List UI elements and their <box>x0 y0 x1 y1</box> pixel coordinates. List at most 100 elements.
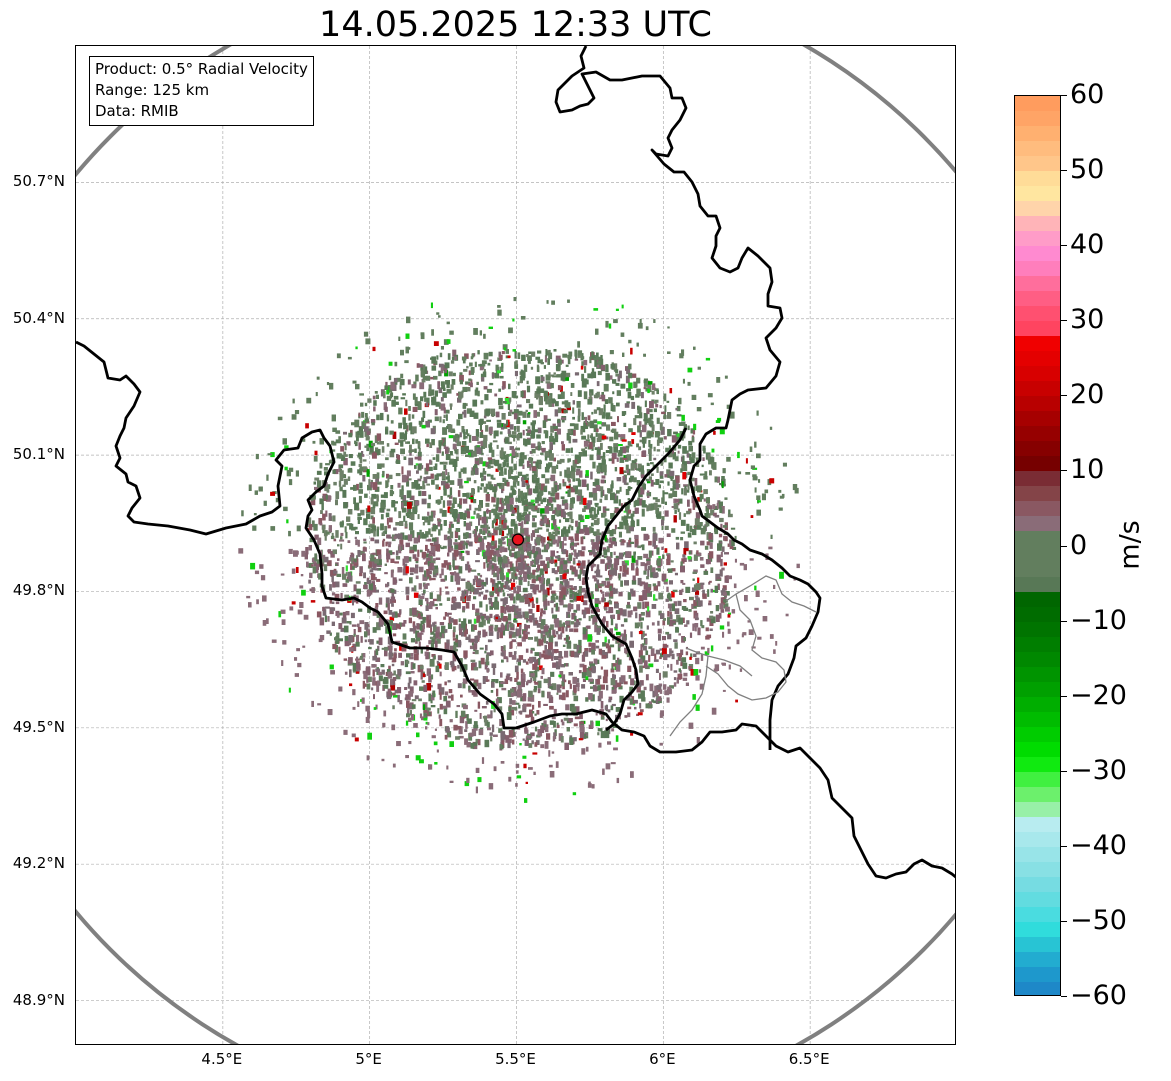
echo-pixel <box>404 430 408 435</box>
echo-pixel <box>262 620 267 626</box>
echo-pixel <box>569 587 573 594</box>
echo-pixel <box>393 395 399 400</box>
echo-pixel <box>543 636 547 644</box>
echo-pixel <box>576 596 582 601</box>
echo-pixel <box>675 407 678 411</box>
echo-pixel <box>676 653 681 657</box>
echo-pixel <box>604 705 608 711</box>
echo-pixel <box>648 453 652 461</box>
echo-pixel <box>392 694 398 698</box>
echo-pixel <box>375 657 381 662</box>
echo-pixel <box>645 638 648 645</box>
echo-pixel <box>621 637 627 643</box>
echo-pixel <box>444 365 447 374</box>
echo-pixel <box>575 552 580 557</box>
echo-pixel <box>730 539 735 547</box>
echo-pixel <box>462 411 467 415</box>
echo-pixel <box>349 647 354 652</box>
echo-pixel <box>573 628 579 633</box>
echo-pixel <box>407 534 413 542</box>
echo-pixel <box>637 545 642 549</box>
echo-pixel <box>556 374 561 378</box>
echo-pixel <box>447 680 451 683</box>
echo-pixel <box>655 498 660 503</box>
echo-pixel <box>508 397 512 402</box>
echo-pixel <box>501 628 506 636</box>
echo-pixel <box>479 487 483 490</box>
echo-pixel <box>520 550 524 555</box>
echo-pixel <box>468 634 471 643</box>
echo-pixel <box>670 560 674 563</box>
echo-pixel <box>533 689 537 693</box>
echo-pixel <box>575 353 578 359</box>
echo-pixel <box>327 495 332 500</box>
echo-pixel <box>601 479 604 484</box>
echo-pixel <box>548 352 553 360</box>
echo-pixel <box>726 404 731 409</box>
echo-pixel <box>643 563 648 566</box>
echo-pixel <box>724 497 728 500</box>
echo-pixel <box>580 429 583 435</box>
echo-pixel <box>689 632 693 638</box>
echo-pixel <box>372 502 376 509</box>
echo-pixel <box>699 557 704 561</box>
echo-pixel <box>356 555 359 560</box>
echo-pixel <box>408 522 414 531</box>
echo-pixel <box>420 620 425 625</box>
echo-pixel <box>427 539 432 542</box>
echo-pixel <box>726 591 730 596</box>
echo-pixel <box>421 516 425 520</box>
echo-pixel <box>440 365 444 374</box>
echo-pixel <box>508 631 514 635</box>
echo-pixel <box>383 684 389 689</box>
echo-pixel <box>430 533 433 537</box>
echo-pixel <box>513 412 518 420</box>
echo-pixel <box>696 737 700 744</box>
echo-pixel <box>589 420 595 429</box>
echo-pixel <box>424 397 428 402</box>
echo-pixel <box>519 490 523 498</box>
echo-pixel <box>288 548 293 554</box>
echo-pixel <box>419 624 423 631</box>
echo-pixel <box>747 620 751 623</box>
echo-pixel <box>406 514 411 518</box>
echo-pixel <box>724 552 727 555</box>
echo-pixel <box>494 602 499 610</box>
echo-pixel <box>458 566 463 574</box>
echo-pixel <box>593 308 599 311</box>
echo-pixel <box>347 468 353 473</box>
echo-pixel <box>390 558 395 563</box>
echo-pixel <box>413 537 419 544</box>
echo-pixel <box>604 471 607 476</box>
echo-pixel <box>546 561 550 569</box>
echo-pixel <box>568 431 572 434</box>
echo-pixel <box>488 444 492 448</box>
echo-pixel <box>607 519 610 523</box>
echo-pixel <box>681 558 685 564</box>
echo-pixel <box>592 531 598 536</box>
echo-pixel <box>418 490 422 497</box>
echo-pixel <box>558 658 562 666</box>
echo-pixel <box>681 636 685 643</box>
echo-pixel <box>528 403 534 409</box>
echo-pixel <box>374 435 379 443</box>
echo-pixel <box>682 617 685 623</box>
echo-pixel <box>417 463 421 470</box>
echo-pixel <box>445 414 448 421</box>
echo-pixel <box>502 548 508 553</box>
echo-pixel <box>540 744 545 749</box>
echo-pixel <box>605 718 608 722</box>
echo-pixel <box>552 510 556 514</box>
echo-pixel <box>548 462 553 468</box>
echo-pixel <box>489 465 494 468</box>
echo-pixel <box>558 733 563 741</box>
echo-pixel <box>427 502 431 509</box>
echo-pixel <box>437 486 441 490</box>
map-panel[interactable] <box>75 45 956 1045</box>
echo-pixel <box>571 465 576 472</box>
echo-pixel <box>475 468 479 475</box>
echo-pixel <box>562 511 566 518</box>
echo-pixel <box>458 471 462 479</box>
echo-pixel <box>550 492 555 497</box>
echo-pixel <box>504 438 509 444</box>
